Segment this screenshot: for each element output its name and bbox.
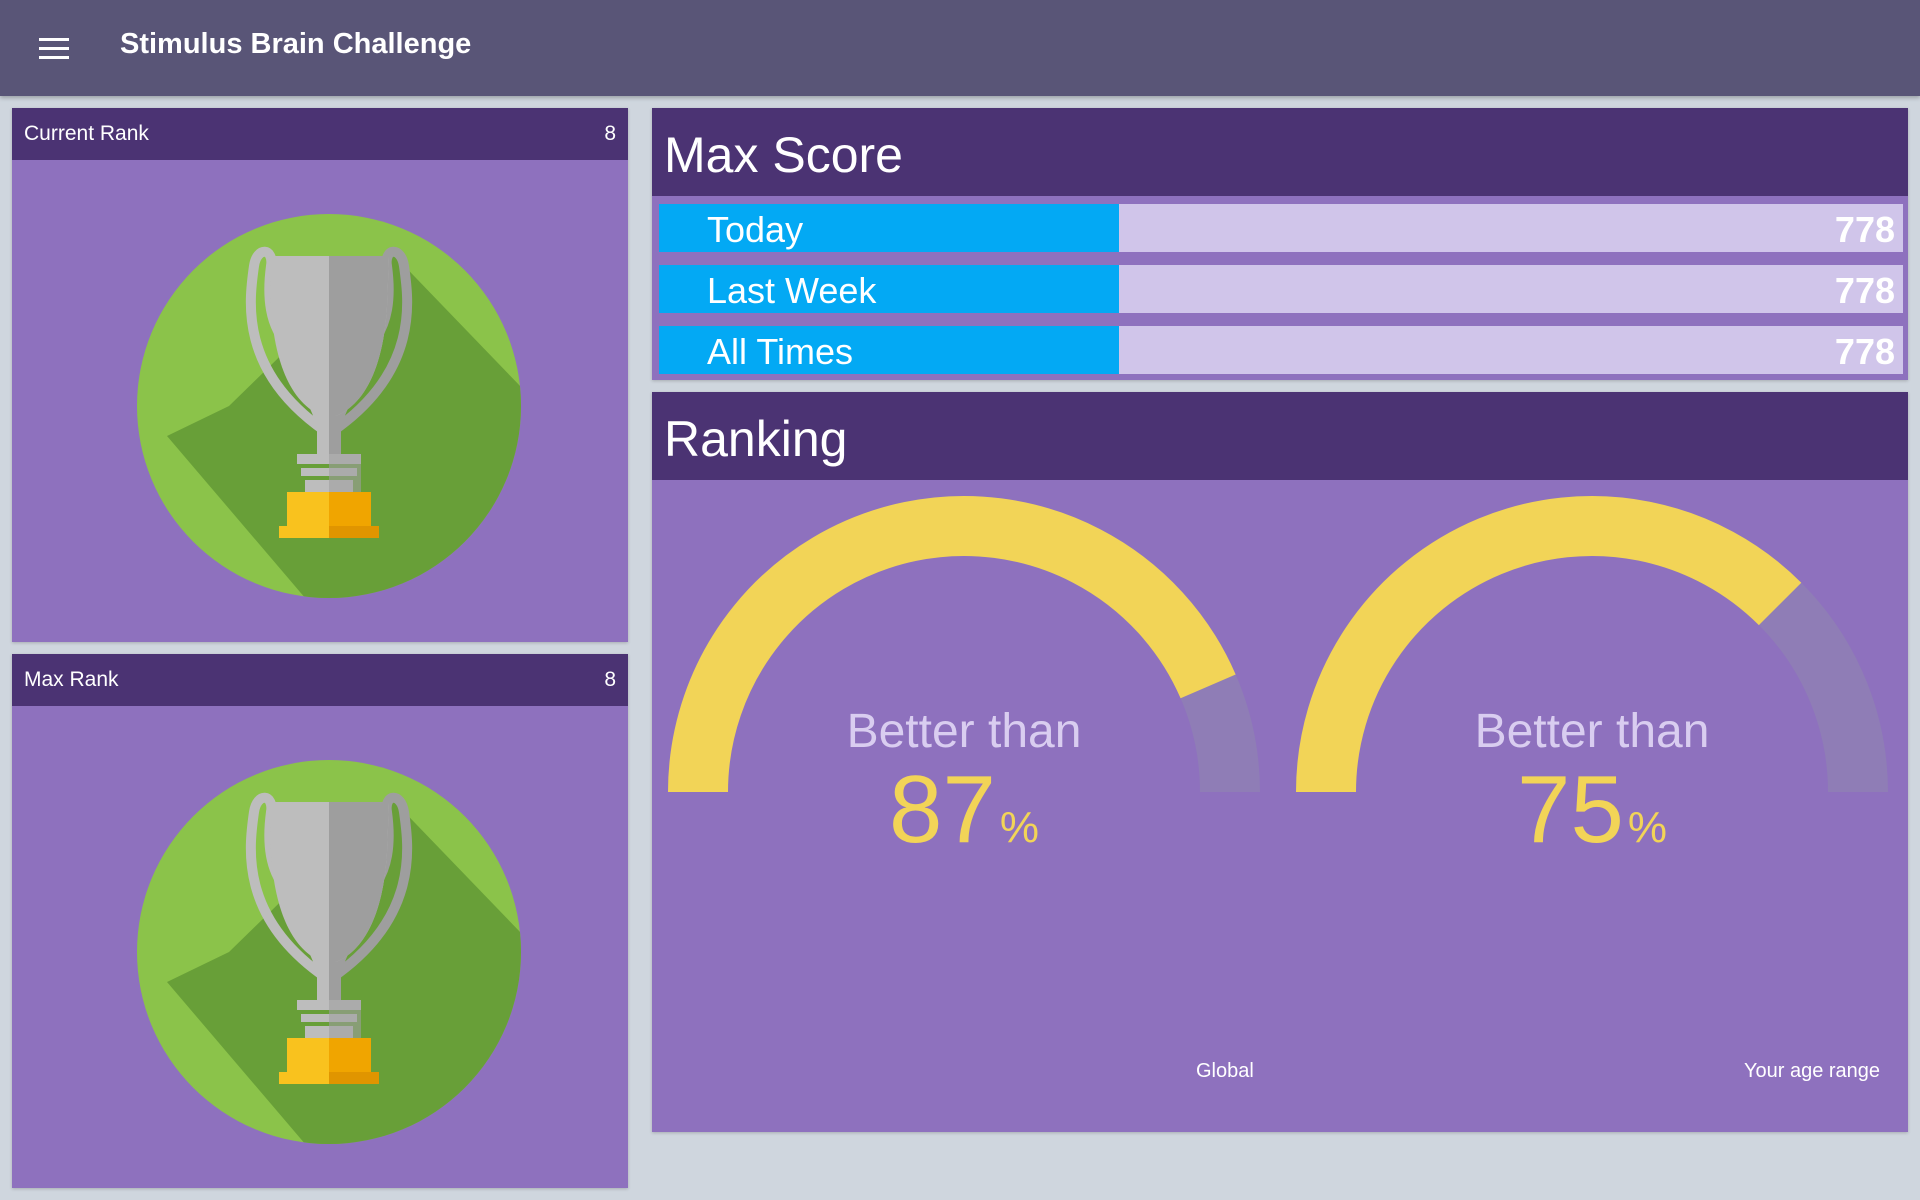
max-score-title: Max Score — [664, 127, 903, 183]
app-title: Stimulus Brain Challenge — [120, 28, 472, 60]
score-row-label: Last Week — [707, 270, 877, 311]
age-range-caption: Your age range — [1744, 1060, 1881, 1082]
gauge-percent: 75 — [1517, 756, 1624, 852]
gauge-unit: % — [1628, 803, 1667, 852]
trophy-icon — [129, 206, 529, 606]
trophy-icon — [129, 752, 529, 1152]
gauge-fill — [668, 496, 1236, 793]
score-row-last-week: Last Week 778 — [659, 265, 1903, 313]
svg-text:75%: 75% — [1517, 756, 1667, 852]
current-rank-card: Current Rank 8 — [12, 108, 628, 642]
score-row-all-times: All Times 778 — [659, 326, 1903, 374]
age-range-gauge: Better than 75% — [1292, 492, 1892, 863]
gauge-prefix: Better than — [847, 705, 1082, 758]
hamburger-menu-icon[interactable] — [34, 30, 74, 66]
gauge-unit: % — [1000, 803, 1039, 852]
max-rank-header: Max Rank 8 — [12, 654, 628, 706]
score-row-label: All Times — [707, 331, 854, 372]
max-rank-card: Max Rank 8 — [12, 654, 628, 1188]
current-rank-header: Current Rank 8 — [12, 108, 628, 160]
gauge-fill — [1296, 496, 1802, 793]
score-row-value: 778 — [1834, 209, 1895, 250]
score-row-value: 778 — [1834, 331, 1895, 372]
ranking-header: Ranking — [652, 392, 1908, 480]
ranking-card: Ranking Better than 87% Global Better th… — [652, 392, 1908, 1132]
ranking-title: Ranking — [664, 411, 848, 467]
max-rank-value: 8 — [604, 668, 616, 691]
max-rank-label: Max Rank — [24, 668, 119, 691]
global-gauge: Better than 87% — [664, 492, 1264, 863]
global-caption: Global — [1196, 1060, 1254, 1082]
score-row-today: Today 778 — [659, 204, 1903, 252]
svg-text:87%: 87% — [889, 756, 1039, 852]
score-row-label: Today — [707, 209, 804, 250]
max-score-card: Max Score Today 778 Last Week 778 All Ti… — [652, 108, 1908, 380]
gauge-prefix: Better than — [1475, 705, 1710, 758]
max-score-header: Max Score — [652, 108, 1908, 196]
gauge-percent: 87 — [889, 756, 996, 852]
app-bar: Stimulus Brain Challenge — [0, 0, 1920, 96]
current-rank-value: 8 — [604, 122, 616, 145]
current-rank-label: Current Rank — [24, 122, 149, 145]
score-row-value: 778 — [1834, 270, 1895, 311]
